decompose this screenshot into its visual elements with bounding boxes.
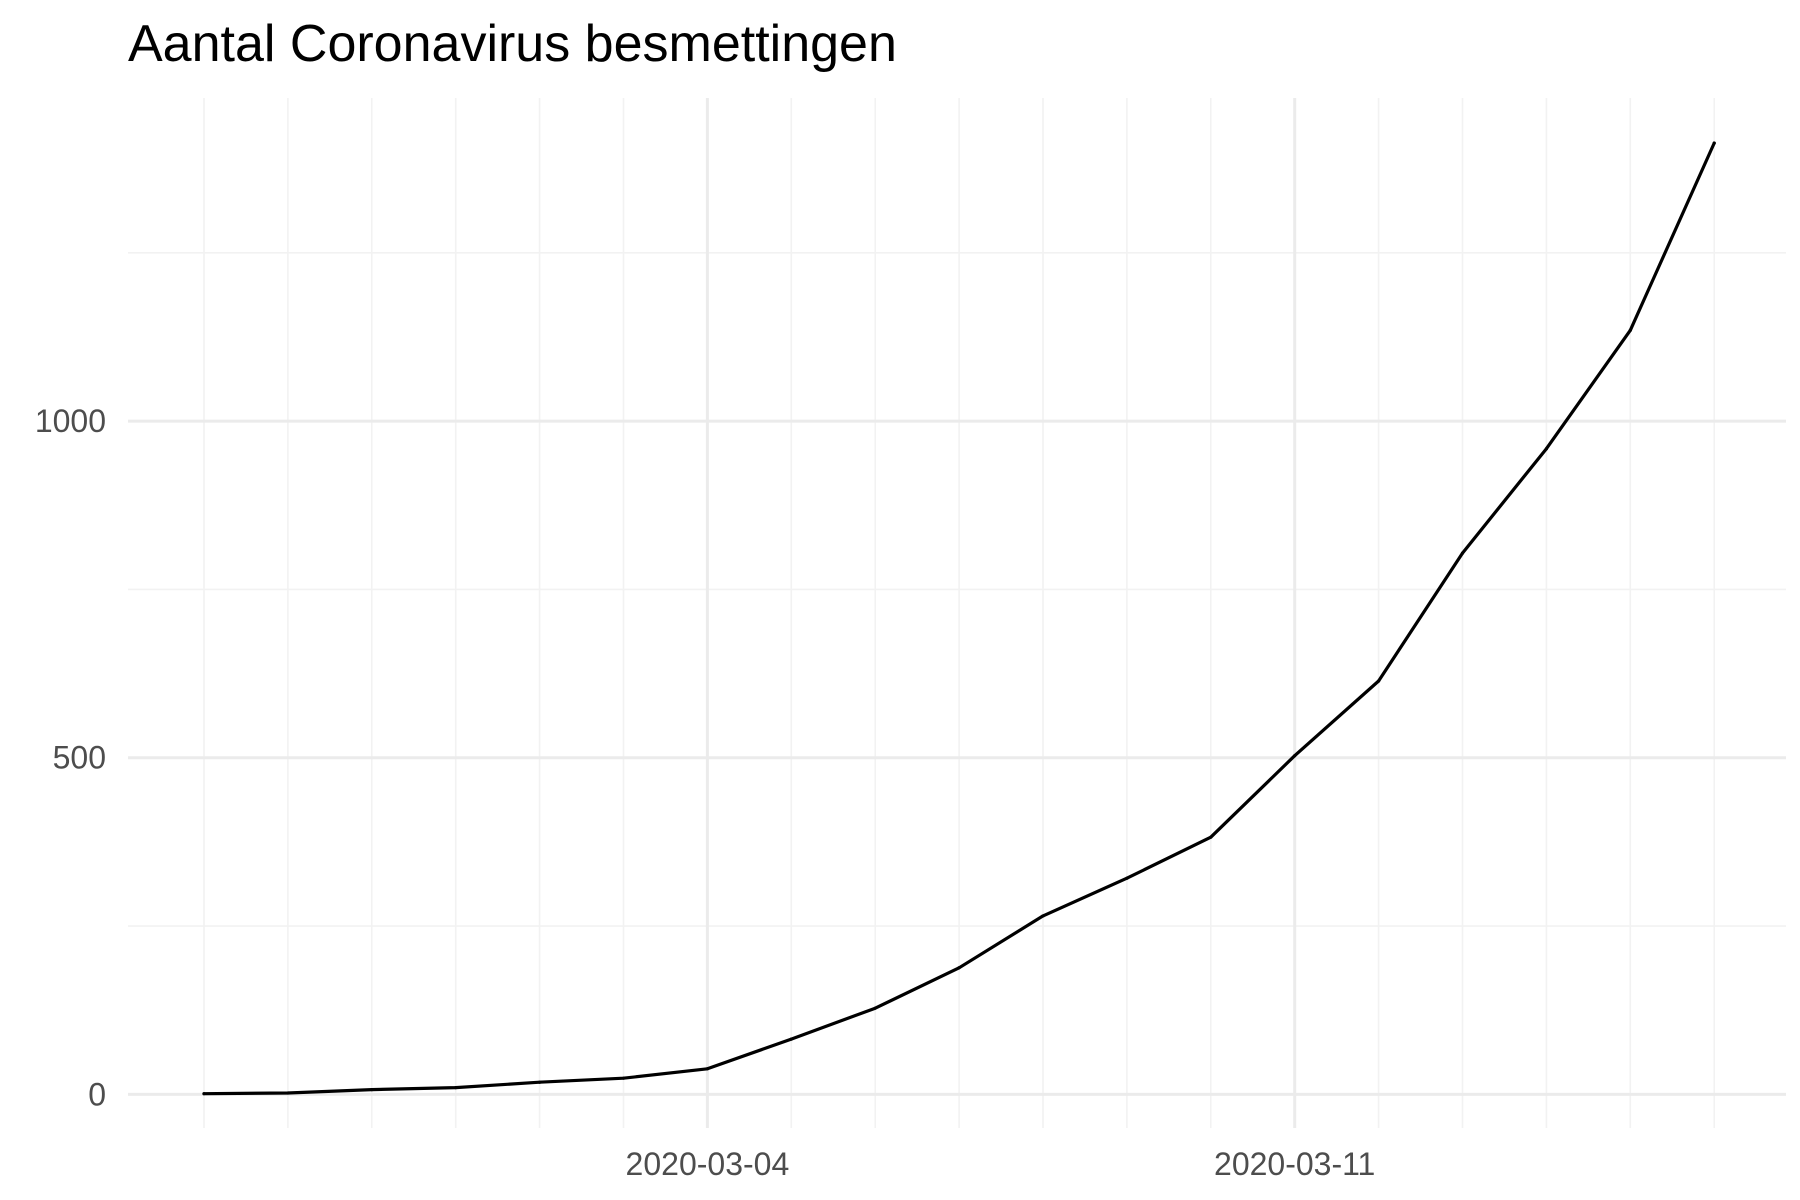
y-tick-label: 1000 <box>35 403 106 439</box>
data-point <box>1209 835 1213 839</box>
data-point <box>1460 551 1465 555</box>
major-gridlines <box>128 98 1786 1128</box>
data-point <box>1712 141 1716 145</box>
data-point <box>705 1067 710 1071</box>
data-point <box>873 1006 877 1010</box>
y-tick-label: 0 <box>88 1076 106 1112</box>
data-point <box>202 1092 206 1096</box>
series-layer <box>202 141 1716 1096</box>
data-point <box>1544 447 1548 451</box>
data-point <box>1293 754 1297 758</box>
chart-title: Aantal Coronavirus besmettingen <box>128 15 897 73</box>
x-tick-label: 2020-03-04 <box>626 1146 790 1182</box>
data-point <box>1628 328 1632 332</box>
x-axis-tick-labels: 2020-03-04 2020-03-11 <box>626 1146 1376 1182</box>
data-point <box>1377 679 1381 683</box>
data-point <box>957 966 961 970</box>
data-point <box>1041 914 1045 918</box>
data-point <box>538 1080 542 1084</box>
data-point <box>621 1076 626 1080</box>
data-point <box>454 1086 458 1090</box>
data-point <box>286 1091 290 1095</box>
y-tick-label: 500 <box>53 740 106 776</box>
x-tick-label: 2020-03-11 <box>1214 1146 1375 1182</box>
y-axis-tick-labels: 0 500 1000 <box>35 403 106 1112</box>
data-point <box>789 1037 793 1041</box>
minor-gridlines <box>128 98 1786 1128</box>
data-point <box>1125 876 1129 880</box>
data-point <box>370 1088 374 1092</box>
